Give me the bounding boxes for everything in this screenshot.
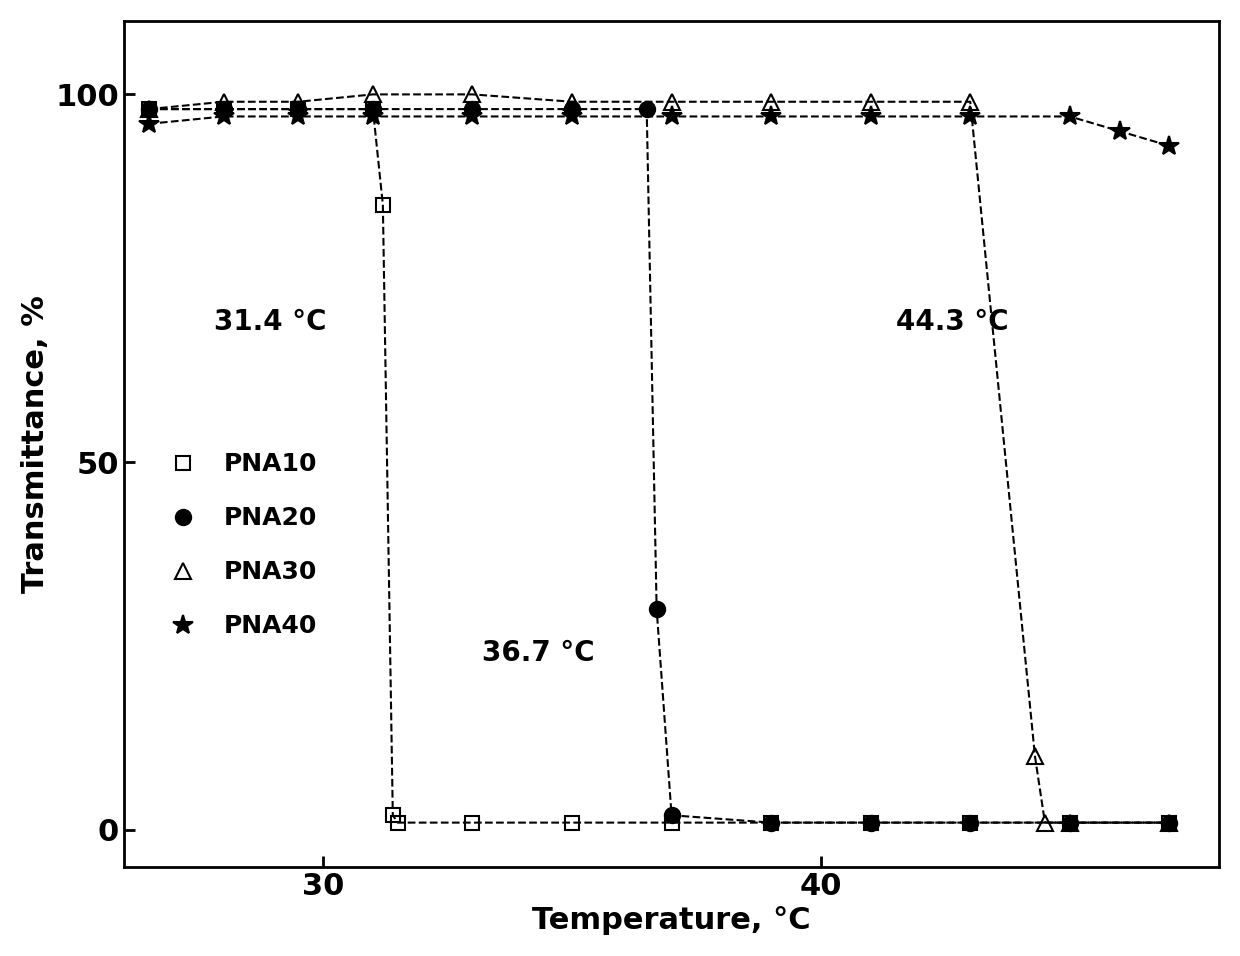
- X-axis label: Temperature, °C: Temperature, °C: [532, 906, 811, 935]
- Legend: PNA10, PNA20, PNA30, PNA40: PNA10, PNA20, PNA30, PNA40: [159, 443, 327, 648]
- Text: 44.3 °C: 44.3 °C: [895, 308, 1008, 336]
- Text: 36.7 °C: 36.7 °C: [482, 639, 595, 666]
- Y-axis label: Transmittance, %: Transmittance, %: [21, 294, 50, 593]
- Text: 31.4 °C: 31.4 °C: [213, 308, 326, 336]
